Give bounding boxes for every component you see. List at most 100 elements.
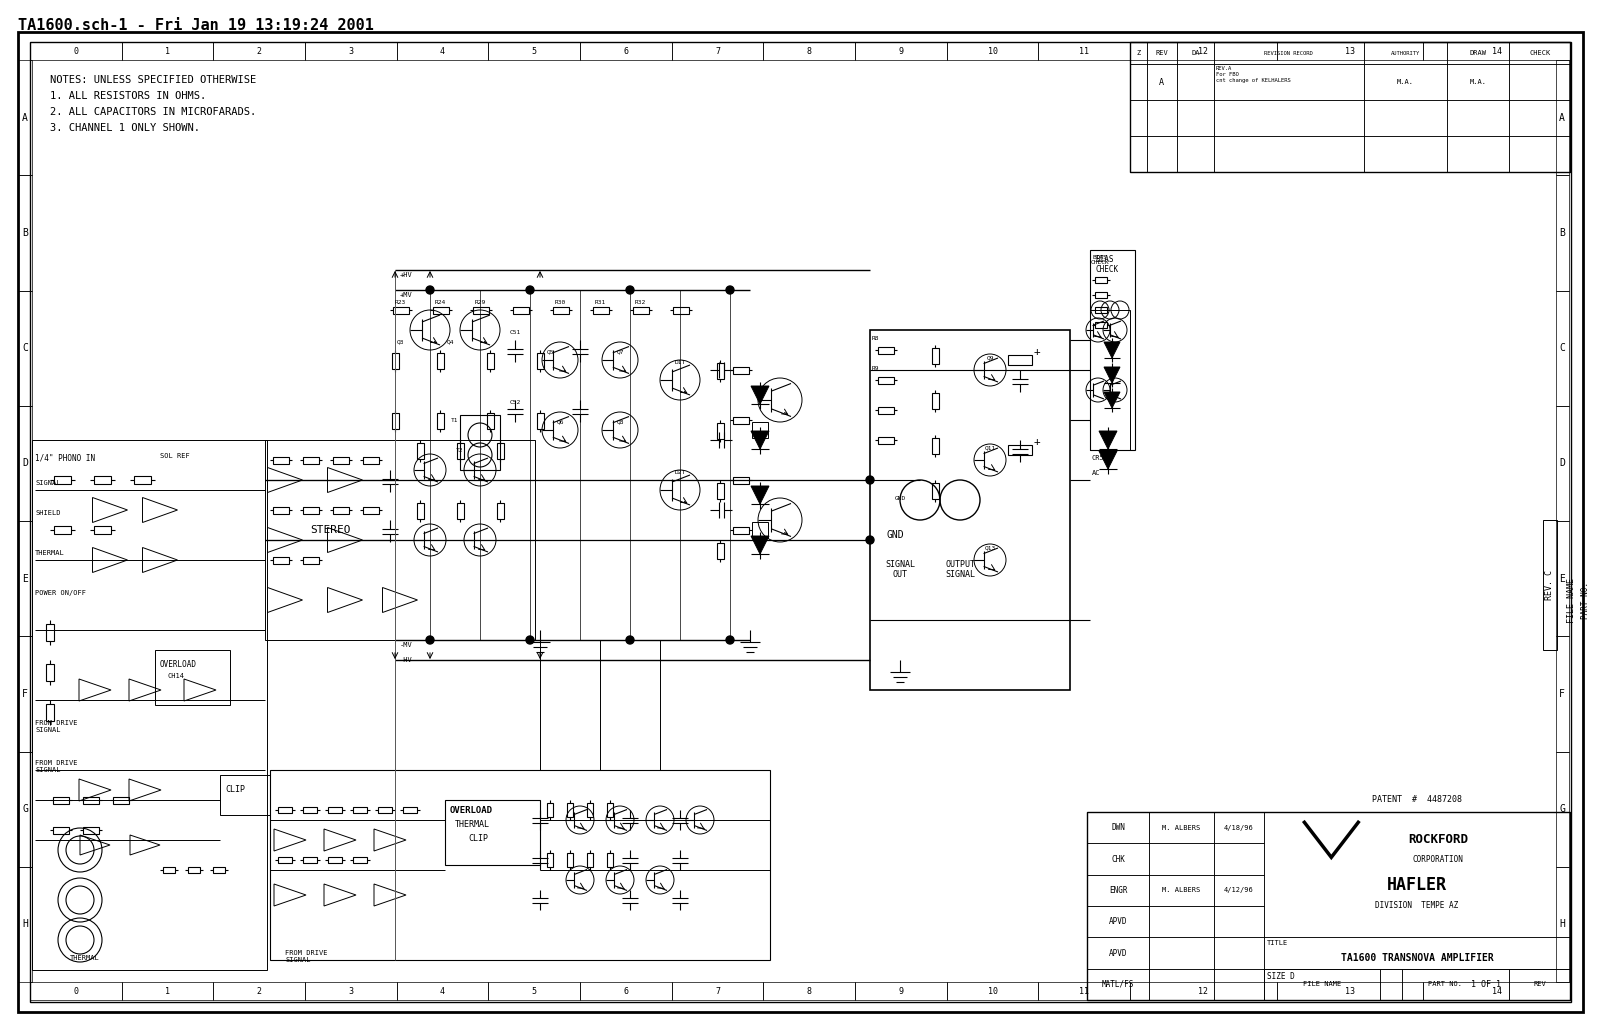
Text: M.A.: M.A. bbox=[1397, 79, 1414, 85]
Text: 3: 3 bbox=[349, 47, 354, 56]
Text: Q3: Q3 bbox=[397, 340, 403, 345]
Bar bbox=[733, 526, 749, 534]
Bar bbox=[1509, 42, 1571, 64]
Bar bbox=[1277, 42, 1424, 60]
Text: SIGNAL
OUT: SIGNAL OUT bbox=[885, 560, 915, 579]
Text: 5: 5 bbox=[531, 986, 536, 996]
Text: CHECK: CHECK bbox=[1530, 50, 1550, 56]
Bar bbox=[1363, 100, 1448, 136]
Bar bbox=[547, 853, 554, 867]
Text: 8: 8 bbox=[806, 986, 811, 996]
Bar bbox=[634, 307, 648, 314]
Bar bbox=[579, 982, 672, 1000]
Bar bbox=[1149, 812, 1214, 843]
Text: 1/4" PHONO IN: 1/4" PHONO IN bbox=[35, 453, 94, 462]
Bar bbox=[1130, 136, 1147, 172]
Bar bbox=[931, 348, 939, 364]
Bar bbox=[416, 503, 424, 519]
Bar bbox=[434, 307, 448, 314]
Text: B: B bbox=[1558, 228, 1565, 238]
Text: OVERLOAD: OVERLOAD bbox=[160, 660, 197, 669]
Bar bbox=[1509, 969, 1570, 1000]
Text: GND: GND bbox=[886, 530, 904, 540]
Text: CR5: CR5 bbox=[1091, 455, 1104, 461]
Text: M. ALBERS: M. ALBERS bbox=[1162, 825, 1200, 831]
Bar bbox=[1086, 938, 1149, 969]
Text: R24: R24 bbox=[434, 299, 446, 305]
Text: D: D bbox=[1558, 458, 1565, 468]
Bar bbox=[488, 42, 579, 60]
Bar bbox=[18, 751, 32, 867]
Bar bbox=[763, 982, 854, 1000]
Bar bbox=[397, 42, 488, 60]
Text: 11: 11 bbox=[1078, 986, 1090, 996]
Text: FROM DRIVE
SIGNAL: FROM DRIVE SIGNAL bbox=[35, 720, 77, 733]
Bar bbox=[733, 367, 749, 374]
Bar bbox=[1555, 751, 1570, 867]
Text: APVD: APVD bbox=[1109, 917, 1128, 926]
Bar bbox=[354, 857, 366, 863]
Text: B: B bbox=[22, 228, 27, 238]
Circle shape bbox=[426, 286, 434, 294]
Text: R31: R31 bbox=[594, 299, 606, 305]
Text: H: H bbox=[1558, 919, 1565, 929]
Bar bbox=[1008, 355, 1032, 365]
Bar bbox=[1509, 100, 1571, 136]
Polygon shape bbox=[750, 386, 770, 404]
Text: 2: 2 bbox=[256, 47, 262, 56]
Bar bbox=[1149, 938, 1214, 969]
Bar bbox=[947, 42, 1038, 60]
Text: Q9: Q9 bbox=[986, 355, 994, 361]
Bar bbox=[302, 807, 317, 813]
Bar bbox=[1381, 969, 1509, 1000]
Text: SHIELD: SHIELD bbox=[35, 510, 61, 516]
Bar bbox=[1130, 982, 1277, 1000]
Bar bbox=[274, 457, 288, 463]
Bar bbox=[931, 484, 939, 498]
Text: E: E bbox=[1558, 574, 1565, 583]
Text: REVISION RECORD: REVISION RECORD bbox=[1264, 51, 1314, 56]
Bar bbox=[496, 443, 504, 459]
Bar bbox=[53, 827, 69, 834]
Bar bbox=[486, 353, 493, 369]
Circle shape bbox=[866, 536, 874, 544]
Bar bbox=[1090, 250, 1134, 450]
Text: 4: 4 bbox=[440, 986, 445, 996]
Text: 4/12/96: 4/12/96 bbox=[1224, 887, 1254, 893]
Polygon shape bbox=[1099, 451, 1117, 469]
Text: G: G bbox=[22, 804, 27, 814]
Text: DIVISION  TEMPE AZ: DIVISION TEMPE AZ bbox=[1376, 901, 1459, 911]
Text: C51: C51 bbox=[509, 329, 520, 335]
Bar bbox=[1555, 175, 1570, 290]
Bar bbox=[566, 803, 573, 817]
Bar bbox=[213, 982, 306, 1000]
Bar bbox=[54, 476, 72, 484]
Bar bbox=[1448, 136, 1509, 172]
Bar bbox=[363, 507, 379, 514]
Text: 7: 7 bbox=[715, 986, 720, 996]
Bar bbox=[1509, 136, 1571, 172]
Text: 7: 7 bbox=[715, 47, 720, 56]
Bar bbox=[94, 476, 112, 484]
Bar bbox=[587, 803, 594, 817]
Text: R9: R9 bbox=[872, 366, 878, 371]
Text: PART NO.: PART NO. bbox=[1427, 981, 1461, 987]
Bar bbox=[304, 457, 318, 463]
Polygon shape bbox=[1099, 431, 1117, 449]
Bar bbox=[83, 797, 99, 804]
Bar bbox=[304, 556, 318, 564]
Text: 0: 0 bbox=[74, 986, 78, 996]
Text: BIAS
CHECK: BIAS CHECK bbox=[1094, 255, 1118, 275]
Text: D2T: D2T bbox=[674, 469, 686, 474]
Bar bbox=[931, 394, 939, 408]
Bar bbox=[278, 807, 291, 813]
Bar bbox=[274, 507, 288, 514]
Text: 4/18/96: 4/18/96 bbox=[1224, 825, 1254, 831]
Bar bbox=[122, 42, 213, 60]
Text: AC: AC bbox=[1091, 470, 1101, 476]
Bar bbox=[213, 42, 306, 60]
Bar bbox=[1214, 812, 1264, 843]
Text: 12: 12 bbox=[1198, 986, 1208, 996]
Bar bbox=[1094, 292, 1107, 298]
Text: 3: 3 bbox=[349, 986, 354, 996]
